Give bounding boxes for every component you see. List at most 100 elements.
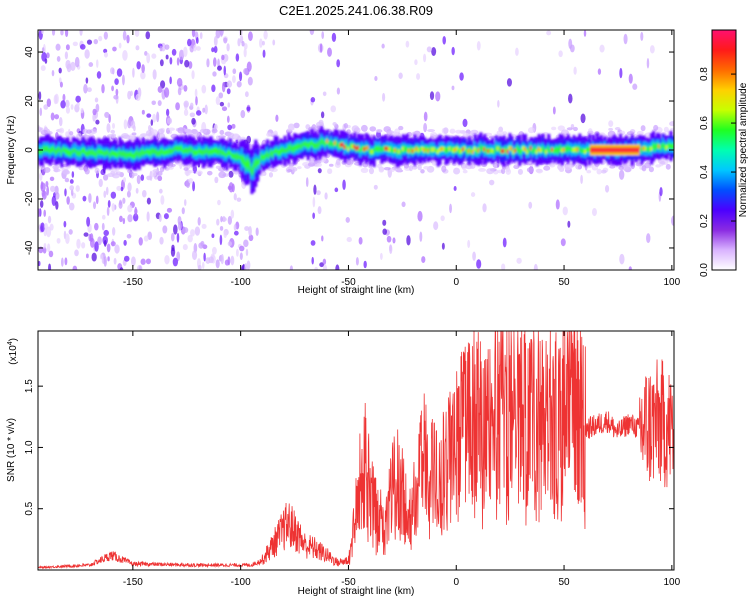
noise-blob (632, 83, 638, 90)
colorbar-tick-label: 0.6 (699, 116, 710, 130)
noise-blob (86, 87, 92, 93)
halo-blob (653, 124, 659, 131)
noise-blob (386, 235, 392, 243)
ridge-cell (557, 147, 561, 154)
colorbar-label: Normalized spectral amplitude (738, 82, 749, 217)
snr-y-tick-label: 0.5 (24, 501, 35, 515)
ridge-cell (246, 159, 250, 168)
halo-blob (640, 125, 646, 132)
noise-blob (95, 119, 100, 125)
noise-blob (449, 203, 452, 214)
ridge-hotspot (524, 147, 528, 152)
noise-blob (472, 251, 476, 261)
halo-blob (411, 165, 418, 170)
noise-blob (72, 265, 78, 270)
noise-blob (262, 49, 266, 58)
noise-blob (38, 260, 41, 267)
noise-blob (158, 213, 162, 222)
noise-blob (64, 30, 69, 38)
ridge-cell (114, 151, 118, 157)
noise-blob (47, 215, 52, 224)
noise-blob (221, 54, 225, 61)
halo-blob (586, 163, 594, 168)
ridge-cell (209, 149, 213, 154)
ridge-cell (81, 147, 85, 154)
noise-blob (80, 107, 84, 114)
noise-blob (166, 207, 173, 213)
halo-blob (417, 164, 422, 171)
ridge-hotspot (500, 149, 504, 154)
ridge-hotspot (502, 149, 506, 154)
halo-blob (492, 162, 500, 169)
halo-blob (449, 128, 456, 134)
ridge-hotspot (351, 144, 355, 149)
noise-blob (628, 73, 633, 84)
noise-blob (188, 178, 194, 184)
noise-blob (583, 30, 587, 37)
noise-blob (206, 58, 210, 68)
halo-blob (644, 162, 651, 169)
ridge-cell (238, 155, 242, 159)
noise-blob (70, 61, 76, 72)
ridge-cell (143, 151, 147, 155)
ridge-hotspot (644, 146, 648, 151)
noise-blob (195, 37, 199, 44)
noise-blob (336, 59, 341, 68)
noise-blob (451, 46, 455, 56)
ridge-hotspot (650, 146, 654, 151)
noise-blob (467, 239, 471, 249)
noise-blob (462, 118, 468, 128)
ridge-hotspot (436, 149, 440, 154)
ridge-cell (97, 149, 101, 154)
noise-blob (423, 111, 428, 122)
noise-blob (191, 30, 196, 38)
snr-panel: -150 -100 -50 0 50 100 0.5 1.0 1.5 Height of st… (6, 330, 681, 597)
ridge-hotspot (483, 147, 487, 152)
snr-y-tick-label: 1.5 (24, 379, 35, 393)
ridge-cell (207, 150, 211, 155)
noise-blob (421, 256, 426, 264)
ridge-cell (52, 147, 56, 152)
ridge-cell (588, 147, 592, 152)
noise-blob (191, 117, 196, 125)
noise-blob (194, 88, 198, 99)
noise-blob (433, 221, 439, 231)
noise-blob (43, 243, 47, 249)
noise-blob (195, 96, 198, 106)
noise-blob (241, 40, 245, 47)
ridge-cell (126, 153, 130, 157)
ridge-cell (359, 148, 363, 153)
ridge-hotspot (386, 146, 390, 151)
ridge-cell (48, 149, 52, 153)
noise-blob (261, 40, 265, 46)
halo-blob (609, 165, 616, 169)
halo-blob (335, 158, 341, 166)
noise-blob (62, 93, 66, 102)
ridge-cell (527, 148, 531, 153)
ridge-cell (101, 150, 105, 155)
halo-blob (427, 129, 436, 133)
noise-blob (101, 222, 105, 231)
noise-blob (43, 104, 49, 110)
ridge-cell (161, 148, 165, 154)
halo-blob (455, 129, 463, 134)
ridge-cell (648, 147, 652, 152)
halo-blob (111, 133, 117, 139)
halo-blob (648, 166, 654, 173)
noise-blob (327, 47, 332, 57)
ridge-cell (494, 146, 498, 151)
noise-blob (60, 30, 64, 36)
noise-blob (219, 30, 224, 36)
snr-x-tick-label: 100 (664, 577, 681, 588)
noise-blob (619, 67, 623, 79)
noise-blob (188, 61, 193, 69)
noise-blob (80, 44, 86, 50)
halo-blob (669, 122, 674, 126)
colorbar-tick-label: 0.8 (699, 67, 710, 81)
noise-blob (567, 220, 571, 228)
ridge-cell (337, 144, 341, 149)
noise-blob (104, 111, 110, 119)
noise-blob (159, 236, 164, 245)
noise-blob (106, 243, 111, 253)
ridge-cell (297, 144, 301, 149)
